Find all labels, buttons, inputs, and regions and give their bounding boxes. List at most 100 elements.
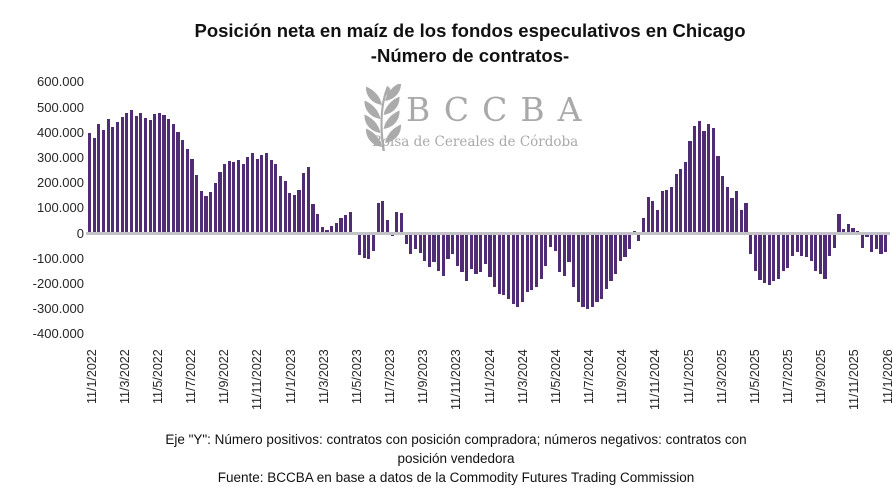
- source-note: Fuente: BCCBA en base a datos de la Comm…: [217, 470, 695, 485]
- bar: [139, 112, 143, 234]
- bar: [483, 233, 487, 265]
- bar: [185, 149, 189, 234]
- bar: [814, 233, 818, 271]
- bar: [339, 218, 343, 234]
- bar: [614, 233, 618, 275]
- bar: [497, 233, 501, 294]
- x-tick-label: 11/5/2024: [548, 349, 563, 404]
- bar: [460, 233, 464, 273]
- bar: [306, 167, 310, 234]
- bar: [511, 233, 515, 304]
- bar: [637, 233, 641, 242]
- bar: [688, 140, 692, 234]
- bar: [818, 233, 823, 275]
- bar: [115, 122, 120, 234]
- bar: [492, 233, 497, 287]
- x-tick-label: 11/7/2022: [184, 349, 198, 404]
- bar: [446, 233, 450, 260]
- bar: [250, 153, 255, 234]
- bar: [399, 212, 404, 234]
- bar: [516, 233, 520, 307]
- bar: [106, 118, 110, 234]
- bar: [795, 233, 799, 253]
- x-tick-label: 11/3/2025: [714, 349, 729, 404]
- bar: [330, 226, 334, 234]
- x-tick-label: 11/9/2024: [615, 349, 630, 404]
- bar: [749, 233, 753, 255]
- bar: [618, 233, 622, 261]
- bar: [209, 191, 213, 234]
- bar: [334, 222, 338, 234]
- bar: [781, 233, 785, 272]
- bar: [246, 157, 250, 234]
- bar: [627, 233, 632, 250]
- bar: [884, 233, 888, 252]
- bar: [260, 155, 264, 234]
- x-tick-label: 11/1/2022: [84, 349, 99, 404]
- bar: [395, 212, 399, 234]
- bar: [609, 233, 613, 281]
- chart-title: Posición neta en maíz de los fondos espe…: [48, 18, 892, 68]
- bar: [641, 218, 646, 234]
- bar: [153, 113, 157, 234]
- bar: [744, 203, 748, 234]
- bar: [735, 190, 739, 234]
- bar: [851, 227, 855, 234]
- bar: [167, 118, 171, 234]
- bar: [669, 186, 674, 234]
- axis-explanation-note: Eje "Y": Número positivos: contratos con…: [56, 430, 856, 468]
- bar: [595, 233, 599, 302]
- bar: [548, 233, 553, 248]
- bar: [581, 233, 585, 307]
- y-tick-label: -400.000: [32, 326, 84, 342]
- bar: [479, 233, 483, 273]
- x-tick-label: 11/1/2026: [880, 349, 892, 404]
- bar: [702, 130, 706, 234]
- bar: [195, 175, 199, 234]
- bar: [371, 233, 376, 252]
- bar: [222, 164, 227, 234]
- bar: [837, 214, 841, 234]
- x-tick-label: 11/5/2023: [349, 349, 364, 404]
- bar: [860, 233, 864, 248]
- bar: [506, 233, 511, 299]
- x-tick-label: 11/9/2022: [217, 349, 232, 404]
- bar: [660, 190, 664, 234]
- bar: [171, 124, 175, 234]
- bar: [576, 233, 580, 302]
- bar: [227, 160, 231, 234]
- zero-axis-line: [86, 231, 890, 235]
- watermark-subtitle: Bolsa de Cereales de Córdoba: [372, 134, 579, 150]
- bar: [767, 233, 771, 286]
- x-tick-label: 11/11/2022: [250, 349, 265, 410]
- bar: [278, 175, 283, 234]
- bar: [558, 233, 562, 273]
- bar: [772, 233, 776, 282]
- bar: [707, 123, 711, 234]
- bar: [828, 233, 832, 256]
- bar: [786, 233, 790, 268]
- bar: [879, 233, 883, 254]
- x-tick-label: 11/7/2025: [781, 349, 795, 404]
- bar: [488, 233, 492, 278]
- bar: [316, 214, 320, 234]
- bar: [474, 233, 478, 275]
- bar: [525, 233, 529, 292]
- bar: [804, 233, 809, 258]
- axis-note-line2: posición vendedora: [397, 451, 515, 466]
- bar: [120, 117, 124, 234]
- bar: [125, 113, 129, 234]
- bar: [413, 233, 418, 250]
- x-tick-label: 11/3/2023: [316, 349, 331, 404]
- bar: [534, 233, 539, 287]
- bar: [190, 158, 194, 234]
- y-tick-label: -100.000: [32, 250, 84, 266]
- bar: [213, 183, 217, 234]
- bar: [553, 233, 557, 251]
- bar: [665, 190, 669, 234]
- bar: [148, 119, 152, 234]
- bar: [465, 233, 469, 281]
- y-tick-label: 400.000: [37, 124, 84, 140]
- bar: [679, 169, 683, 234]
